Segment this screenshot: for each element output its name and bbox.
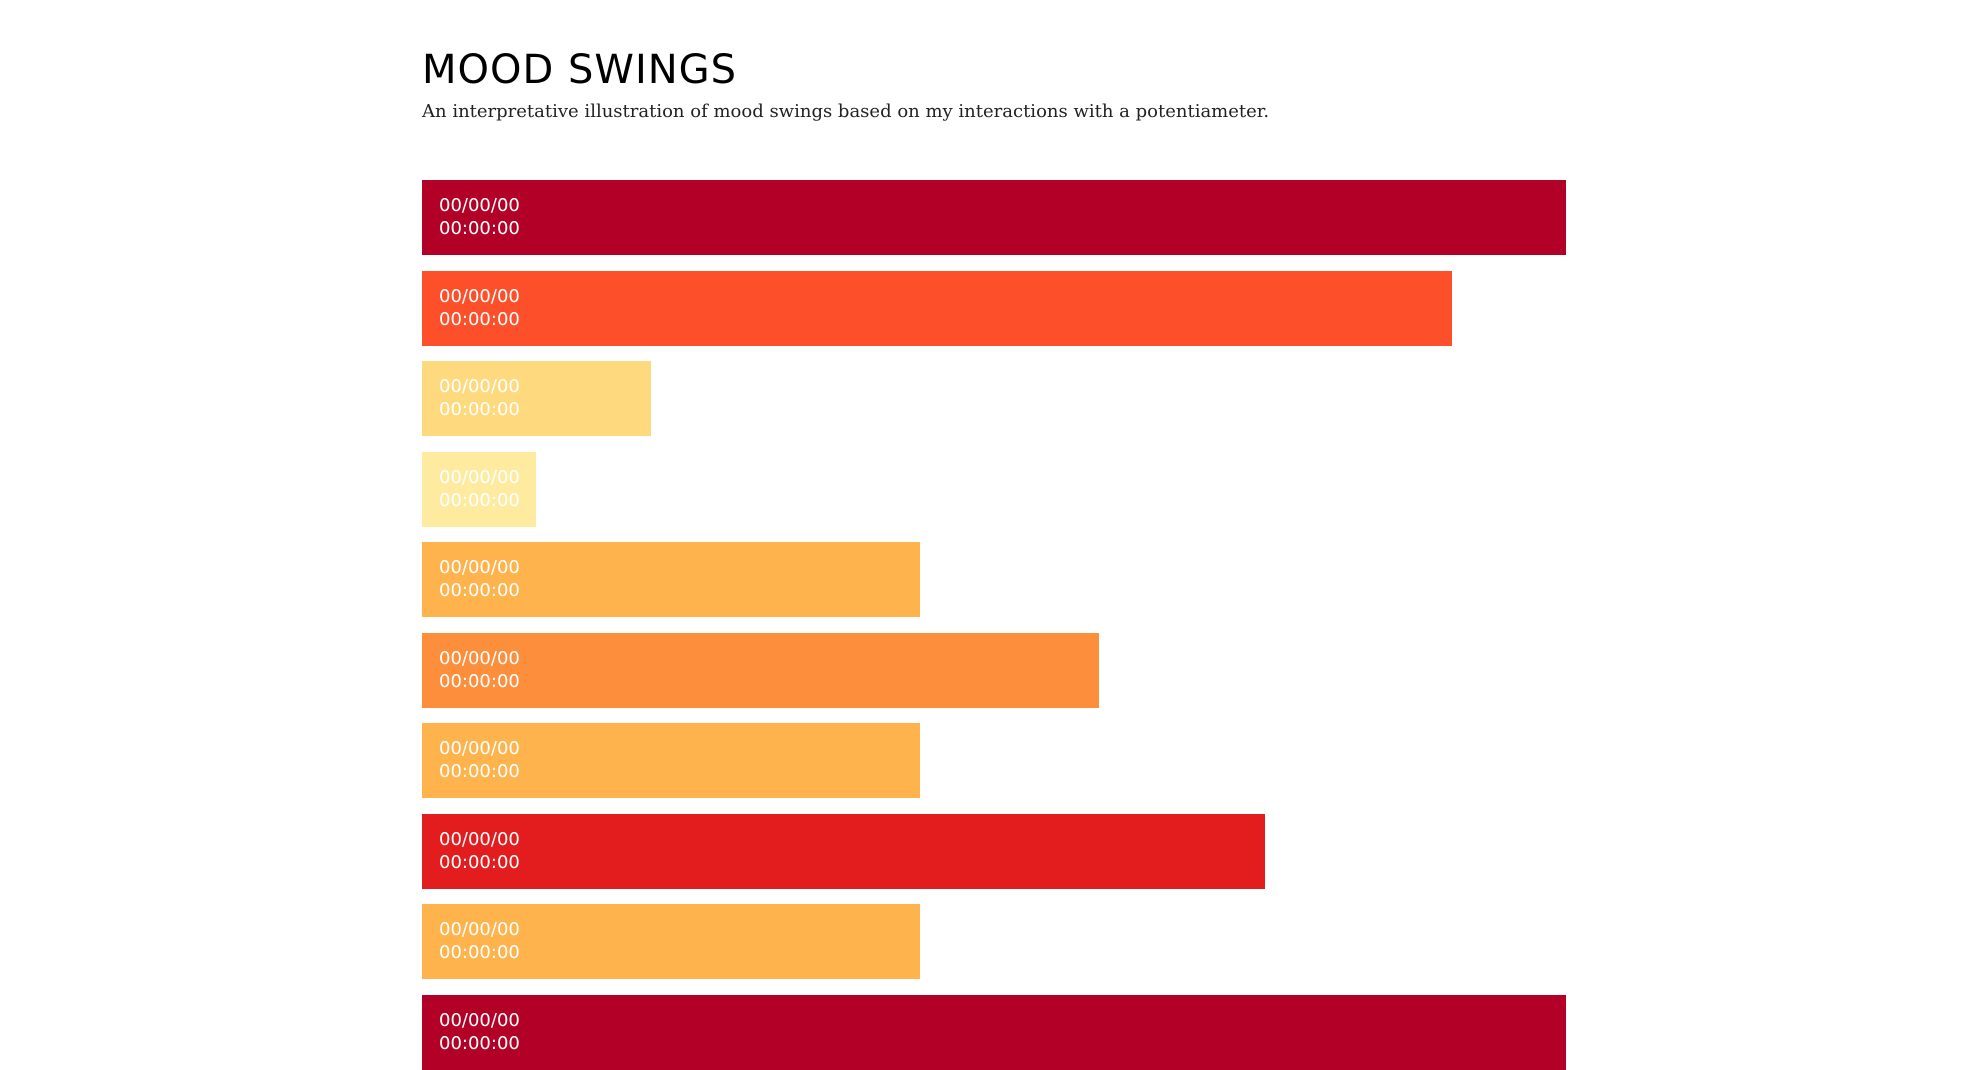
mood-bar: 00/00/00 00:00:00 [422,814,1265,889]
mood-bar: 00/00/00 00:00:00 [422,723,920,798]
bar-time-label: 00:00:00 [439,490,520,511]
mood-bar: 00/00/00 00:00:00 [422,452,536,527]
bar-time-label: 00:00:00 [439,399,520,420]
bar-date-label: 00/00/00 [439,1010,520,1031]
bar-time-label: 00:00:00 [439,309,520,330]
bar-time-label: 00:00:00 [439,580,520,601]
bar-date-label: 00/00/00 [439,195,520,216]
bar-time-label: 00:00:00 [439,852,520,873]
bar-date-label: 00/00/00 [439,467,520,488]
bar-date-label: 00/00/00 [439,286,520,307]
page-subtitle: An interpretative illustration of mood s… [422,101,1270,122]
mood-bar: 00/00/00 00:00:00 [422,633,1099,708]
bar-date-label: 00/00/00 [439,919,520,940]
bar-date-label: 00/00/00 [439,829,520,850]
bar-date-label: 00/00/00 [439,557,520,578]
mood-bar: 00/00/00 00:00:00 [422,542,920,617]
mood-bar: 00/00/00 00:00:00 [422,904,920,979]
mood-bar: 00/00/00 00:00:00 [422,361,651,436]
mood-bar: 00/00/00 00:00:00 [422,995,1566,1070]
bar-time-label: 00:00:00 [439,218,520,239]
mood-bar: 00/00/00 00:00:00 [422,180,1566,255]
bar-date-label: 00/00/00 [439,648,520,669]
bar-time-label: 00:00:00 [439,671,520,692]
bar-time-label: 00:00:00 [439,942,520,963]
bar-date-label: 00/00/00 [439,738,520,759]
page-title: MOOD SWINGS [422,47,738,93]
bar-time-label: 00:00:00 [439,761,520,782]
page-container: MOOD SWINGS An interpretative illustrati… [422,0,1566,1070]
bar-date-label: 00/00/00 [439,376,520,397]
mood-bar: 00/00/00 00:00:00 [422,271,1452,346]
bar-time-label: 00:00:00 [439,1033,520,1054]
